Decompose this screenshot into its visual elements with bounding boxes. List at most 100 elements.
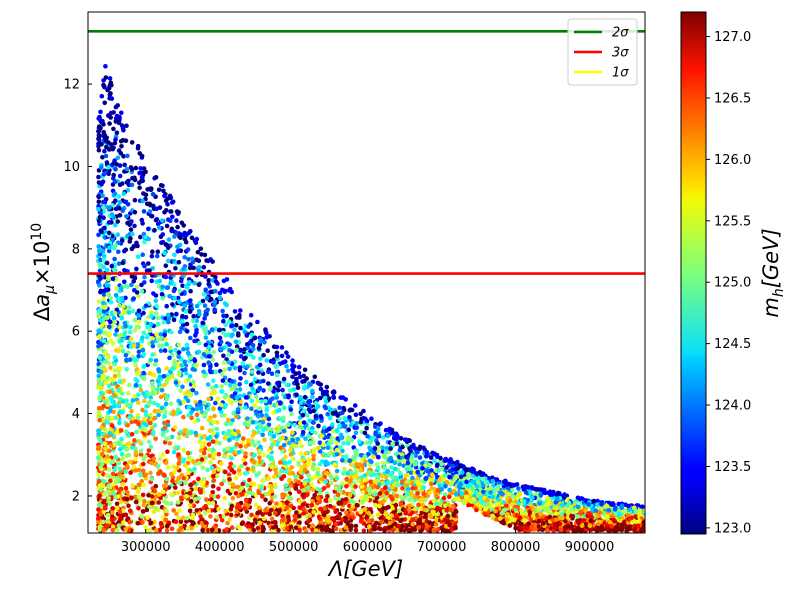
scatter-point xyxy=(252,517,258,523)
scatter-point xyxy=(171,508,176,513)
scatter-point xyxy=(293,474,298,479)
scatter-point xyxy=(140,492,146,498)
scatter-point xyxy=(164,223,170,229)
scatter-point xyxy=(393,502,399,508)
scatter-point xyxy=(140,348,146,353)
scatter-point xyxy=(175,224,180,230)
scatter-point xyxy=(285,368,291,374)
scatter-point xyxy=(117,466,123,472)
scatter-point xyxy=(228,512,234,518)
scatter-point xyxy=(415,476,420,482)
scatter-point xyxy=(215,396,221,402)
scatter-point xyxy=(429,486,435,491)
scatter-point xyxy=(249,512,254,518)
scatter-point xyxy=(343,397,349,402)
scatter-point xyxy=(201,326,207,332)
scatter-point xyxy=(297,505,303,510)
scatter-point xyxy=(103,64,108,69)
scatter-point xyxy=(96,519,101,525)
scatter-point xyxy=(100,248,106,254)
scatter-point xyxy=(123,352,129,358)
scatter-point xyxy=(296,489,302,495)
scatter-point xyxy=(447,494,452,500)
scatter-point xyxy=(110,524,116,530)
scatter-point xyxy=(155,221,161,227)
scatter-point xyxy=(250,369,255,374)
scatter-point xyxy=(127,508,133,513)
scatter-point xyxy=(154,332,159,337)
scatter-point xyxy=(164,366,170,371)
scatter-point xyxy=(417,444,423,450)
scatter-point xyxy=(365,433,370,439)
scatter-point xyxy=(138,166,143,171)
scatter-point xyxy=(210,490,215,495)
scatter-point xyxy=(307,513,313,518)
scatter-point xyxy=(96,410,102,415)
scatter-point xyxy=(183,314,189,320)
scatter-point xyxy=(98,512,103,517)
scatter-point xyxy=(443,524,449,529)
scatter-point xyxy=(229,503,235,509)
scatter-point xyxy=(187,393,193,399)
scatter-point xyxy=(129,140,135,145)
scatter-point xyxy=(120,481,125,487)
scatter-point xyxy=(118,379,123,384)
scatter-point xyxy=(258,444,263,450)
scatter-point xyxy=(238,308,243,313)
scatter-point xyxy=(375,454,381,460)
scatter-point xyxy=(98,109,103,115)
scatter-point xyxy=(229,525,235,530)
scatter-point xyxy=(110,399,115,405)
scatter-point xyxy=(124,123,129,129)
scatter-point xyxy=(177,329,183,335)
scatter-point xyxy=(139,338,145,344)
scatter-point xyxy=(223,402,229,408)
scatter-point xyxy=(222,360,227,366)
scatter-point xyxy=(210,385,215,390)
scatter-point xyxy=(203,342,209,348)
scatter-point xyxy=(162,420,168,426)
scatter-point xyxy=(158,234,164,239)
scatter-point xyxy=(382,453,387,459)
scatter-point xyxy=(301,511,307,516)
scatter-point xyxy=(246,345,251,351)
scatter-point xyxy=(176,435,182,441)
scatter-point xyxy=(337,416,343,422)
scatter-point xyxy=(383,474,389,480)
scatter-point xyxy=(200,527,205,533)
scatter-point xyxy=(152,423,158,428)
scatter-point xyxy=(116,460,122,466)
scatter-point xyxy=(217,290,223,296)
scatter-point xyxy=(267,511,273,517)
scatter-point xyxy=(237,382,242,387)
scatter-point xyxy=(369,416,374,422)
scatter-point xyxy=(423,514,428,519)
scatter-point xyxy=(160,452,166,457)
scatter-point xyxy=(96,135,102,140)
scatter-point xyxy=(117,173,123,179)
scatter-point xyxy=(484,480,490,485)
scatter-point xyxy=(237,312,242,318)
scatter-point xyxy=(252,452,257,458)
scatter-point xyxy=(150,266,155,271)
scatter-point xyxy=(102,100,107,106)
scatter-point xyxy=(362,477,368,483)
scatter-point xyxy=(169,312,174,317)
scatter-point xyxy=(234,442,240,447)
scatter-point xyxy=(194,390,199,396)
scatter-point xyxy=(96,147,102,153)
scatter-point xyxy=(150,249,155,254)
scatter-point xyxy=(409,510,415,515)
scatter-point xyxy=(194,236,200,242)
scatter-point xyxy=(124,283,129,289)
scatter-point xyxy=(540,527,545,533)
scatter-point xyxy=(141,364,147,369)
scatter-point xyxy=(191,459,196,464)
scatter-point xyxy=(166,258,171,264)
scatter-point xyxy=(360,499,366,505)
scatter-point xyxy=(143,192,149,198)
scatter-point xyxy=(519,521,524,527)
scatter-point xyxy=(141,330,147,336)
scatter-point xyxy=(267,387,273,392)
scatter-point xyxy=(516,486,521,491)
